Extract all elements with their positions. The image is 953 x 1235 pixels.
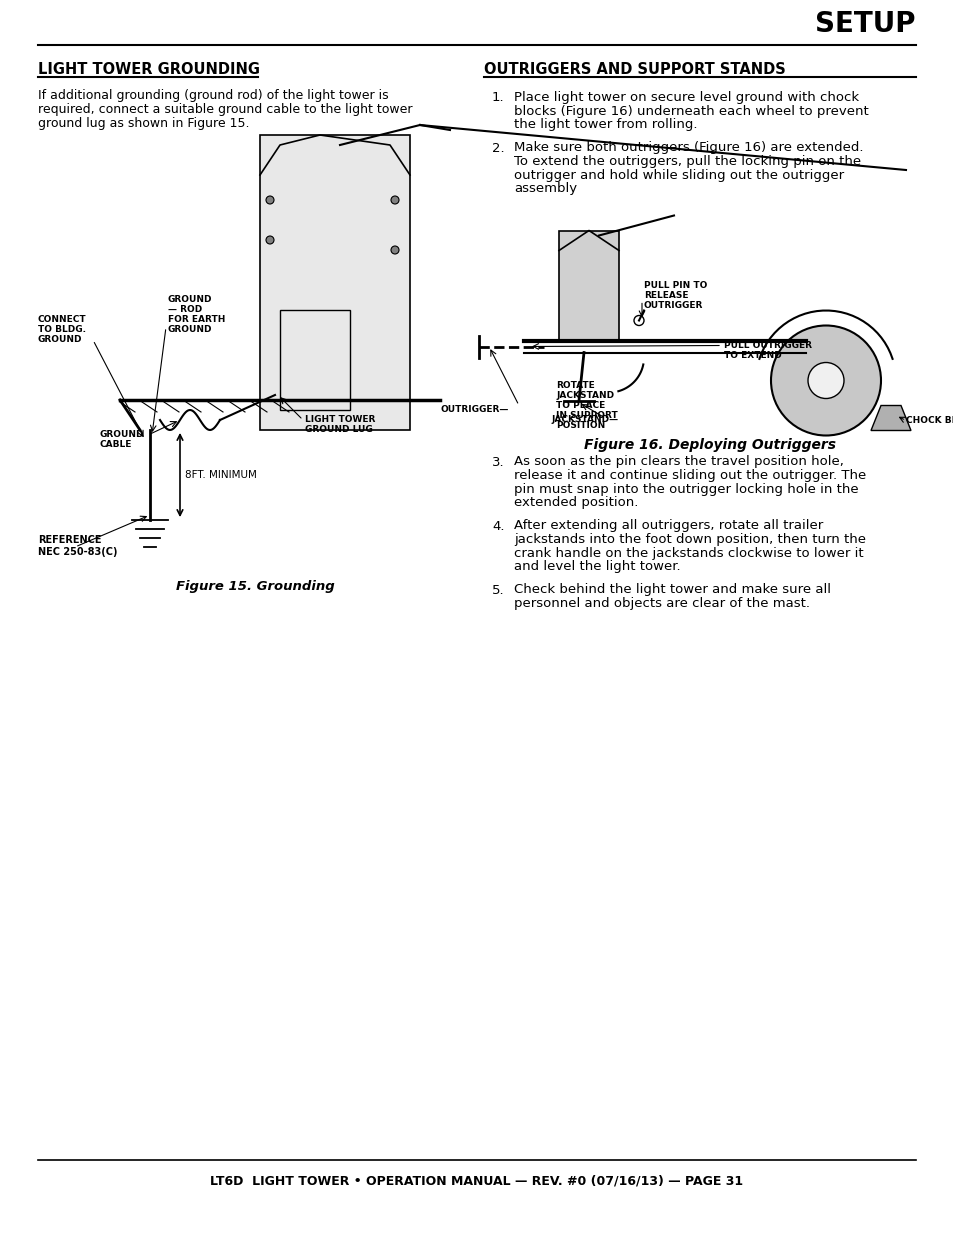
- Text: PULL OUTRIGGER: PULL OUTRIGGER: [723, 341, 811, 350]
- Polygon shape: [870, 405, 910, 431]
- Text: GROUND: GROUND: [100, 430, 144, 438]
- Text: outrigger and hold while sliding out the outrigger: outrigger and hold while sliding out the…: [514, 168, 843, 182]
- Text: 4.: 4.: [492, 520, 504, 532]
- Text: — ROD: — ROD: [168, 305, 202, 314]
- Text: crank handle on the jackstands clockwise to lower it: crank handle on the jackstands clockwise…: [514, 547, 862, 559]
- Text: If additional grounding (ground rod) of the light tower is: If additional grounding (ground rod) of …: [38, 89, 388, 103]
- Text: extended position.: extended position.: [514, 496, 638, 509]
- Circle shape: [266, 236, 274, 245]
- Text: IN SUPPORT: IN SUPPORT: [556, 410, 618, 420]
- Text: personnel and objects are clear of the mast.: personnel and objects are clear of the m…: [514, 597, 809, 610]
- Text: 5.: 5.: [492, 583, 504, 597]
- Text: FOR EARTH: FOR EARTH: [168, 315, 225, 324]
- Text: To extend the outriggers, pull the locking pin on the: To extend the outriggers, pull the locki…: [514, 156, 861, 168]
- Text: POSITION: POSITION: [556, 420, 604, 430]
- Circle shape: [807, 363, 843, 399]
- Circle shape: [391, 246, 398, 254]
- Text: ground lug as shown in Figure 15.: ground lug as shown in Figure 15.: [38, 117, 250, 130]
- Text: GROUND: GROUND: [168, 295, 213, 304]
- Text: After extending all outriggers, rotate all trailer: After extending all outriggers, rotate a…: [514, 520, 822, 532]
- Circle shape: [266, 196, 274, 204]
- Text: CABLE: CABLE: [100, 440, 132, 450]
- Text: As soon as the pin clears the travel position hole,: As soon as the pin clears the travel pos…: [514, 456, 843, 468]
- Text: ROTATE: ROTATE: [556, 380, 594, 389]
- Circle shape: [391, 196, 398, 204]
- Text: JACKSTAND: JACKSTAND: [556, 390, 614, 399]
- Text: blocks (Figure 16) underneath each wheel to prevent: blocks (Figure 16) underneath each wheel…: [514, 105, 868, 117]
- Text: JACKSTAND—: JACKSTAND—: [551, 415, 618, 425]
- Text: TO PLACE: TO PLACE: [556, 400, 604, 410]
- Text: 1.: 1.: [492, 91, 504, 104]
- Text: NEC 250-83(C): NEC 250-83(C): [38, 547, 117, 557]
- Text: assembly: assembly: [514, 182, 577, 195]
- Text: CONNECT: CONNECT: [38, 315, 87, 324]
- Text: 2.: 2.: [492, 142, 504, 154]
- Text: LIGHT TOWER GROUNDING: LIGHT TOWER GROUNDING: [38, 62, 260, 77]
- Text: LT6D  LIGHT TOWER • OPERATION MANUAL — REV. #0 (07/16/13) — PAGE 31: LT6D LIGHT TOWER • OPERATION MANUAL — RE…: [211, 1174, 742, 1188]
- Text: SETUP: SETUP: [815, 10, 915, 38]
- Text: REFERENCE: REFERENCE: [38, 535, 101, 545]
- Text: OUTRIGGER: OUTRIGGER: [643, 300, 702, 310]
- Text: Make sure both outriggers (Figure 16) are extended.: Make sure both outriggers (Figure 16) ar…: [514, 142, 862, 154]
- Text: OUTRIGGER—: OUTRIGGER—: [440, 405, 509, 415]
- Text: pin must snap into the outrigger locking hole in the: pin must snap into the outrigger locking…: [514, 483, 858, 495]
- Text: release it and continue sliding out the outrigger. The: release it and continue sliding out the …: [514, 469, 865, 482]
- Text: RELEASE: RELEASE: [643, 290, 688, 300]
- Text: 8FT. MINIMUM: 8FT. MINIMUM: [185, 471, 256, 480]
- Text: Figure 16. Deploying Outriggers: Figure 16. Deploying Outriggers: [583, 438, 835, 452]
- Text: and level the light tower.: and level the light tower.: [514, 559, 679, 573]
- Text: GROUND: GROUND: [38, 335, 82, 345]
- Bar: [260, 135, 410, 430]
- Text: CHOCK BLOCK: CHOCK BLOCK: [905, 416, 953, 425]
- Text: PULL PIN TO: PULL PIN TO: [643, 280, 706, 289]
- Circle shape: [770, 326, 880, 436]
- Text: LIGHT TOWER: LIGHT TOWER: [305, 415, 375, 424]
- Text: TO EXTEND: TO EXTEND: [723, 351, 781, 359]
- Text: GROUND LUG: GROUND LUG: [305, 425, 373, 433]
- Text: the light tower from rolling.: the light tower from rolling.: [514, 119, 697, 131]
- Text: TO BLDG.: TO BLDG.: [38, 325, 86, 333]
- Text: Place light tower on secure level ground with chock: Place light tower on secure level ground…: [514, 91, 859, 104]
- Text: 3.: 3.: [492, 456, 504, 468]
- Text: Check behind the light tower and make sure all: Check behind the light tower and make su…: [514, 583, 830, 597]
- Bar: [558, 231, 618, 341]
- Text: Figure 15. Grounding: Figure 15. Grounding: [175, 580, 334, 593]
- Text: required, connect a suitable ground cable to the light tower: required, connect a suitable ground cabl…: [38, 103, 412, 116]
- Text: jackstands into the foot down position, then turn the: jackstands into the foot down position, …: [514, 534, 865, 546]
- Text: OUTRIGGERS AND SUPPORT STANDS: OUTRIGGERS AND SUPPORT STANDS: [483, 62, 785, 77]
- Text: GROUND: GROUND: [168, 325, 213, 333]
- Bar: [280, 310, 350, 410]
